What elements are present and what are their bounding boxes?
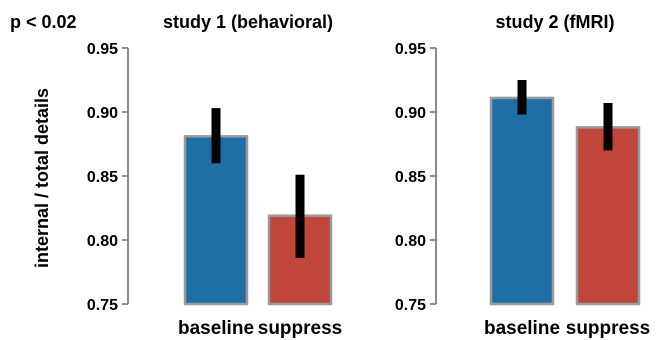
y-tick-label: 0.85 — [395, 169, 426, 186]
y-tick-label: 0.95 — [87, 41, 118, 58]
y-tick-label: 0.95 — [395, 41, 426, 58]
x-category-label: suppress — [258, 318, 342, 339]
bar-suppress — [575, 126, 641, 306]
y-tick-label: 0.90 — [395, 105, 426, 122]
y-tick-label: 0.85 — [87, 169, 118, 186]
y-tick-label: 0.80 — [87, 233, 118, 250]
chart-panel-1: study 1 (behavioral) 0.75 0.80 0.85 0.90 0.95… — [87, 12, 342, 339]
x-category-label: baseline — [484, 318, 560, 339]
chart-title: study 1 (behavioral) — [163, 12, 333, 32]
x-category-label: baseline — [178, 318, 254, 339]
bar-baseline — [489, 96, 555, 306]
y-axis-label: internal / total details — [32, 88, 52, 268]
chart-panel-2: study 2 (fMRI) 0.75 0.80 0.85 0.90 0.95 baseli… — [395, 12, 650, 339]
y-tick-label: 0.90 — [87, 105, 118, 122]
x-category-label: suppress — [566, 318, 650, 339]
chart-title: study 2 (fMRI) — [496, 12, 615, 32]
y-tick-label: 0.75 — [395, 297, 426, 314]
y-tick-label: 0.75 — [87, 297, 118, 314]
significance-annotation: p < 0.02 — [10, 12, 77, 32]
y-tick-label: 0.80 — [395, 233, 426, 250]
